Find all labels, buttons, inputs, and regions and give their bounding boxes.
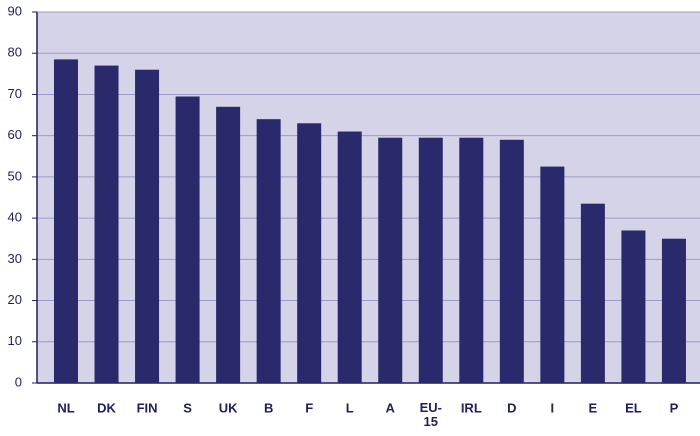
bar [459, 137, 484, 383]
bar [418, 137, 443, 383]
bar [378, 137, 403, 383]
x-tick-label: UK [219, 400, 238, 415]
x-tick-label: D [507, 400, 516, 415]
x-tick-label: F [305, 400, 313, 415]
x-tick-label: EL [625, 400, 642, 415]
bar [661, 238, 686, 383]
y-tick-label: 70 [8, 86, 22, 101]
bar [337, 131, 362, 383]
bar [540, 166, 565, 383]
x-tick-label: S [183, 400, 192, 415]
y-tick-label: 90 [8, 3, 22, 18]
bar [175, 96, 200, 383]
x-tick-label: B [264, 400, 273, 415]
y-tick-label: 80 [8, 45, 22, 60]
y-tick-label: 0 [15, 374, 22, 389]
y-tick-label: 50 [8, 168, 22, 183]
x-tick-label: EU-15 [420, 400, 442, 429]
x-tick-label: P [670, 400, 679, 415]
y-tick-label: 10 [8, 333, 22, 348]
bar [580, 203, 605, 383]
x-tick-label: L [346, 400, 354, 415]
bar [94, 65, 119, 383]
bar [621, 230, 646, 383]
x-tick-label: E [589, 400, 598, 415]
y-tick-label: 30 [8, 251, 22, 266]
x-tick-label: IRL [461, 400, 482, 415]
x-tick-label: DK [97, 400, 116, 415]
y-tick-label: 20 [8, 292, 22, 307]
x-tick-label: FIN [137, 400, 158, 415]
bar [256, 119, 281, 383]
bar [499, 139, 524, 383]
y-tick-label: 40 [8, 210, 22, 225]
bar [216, 106, 241, 384]
x-tick-label: NL [57, 400, 74, 415]
x-tick-label: I [551, 400, 555, 415]
y-tick-label: 60 [8, 127, 22, 142]
bar [54, 59, 78, 384]
bar [297, 123, 322, 384]
x-tick-label: A [386, 400, 396, 415]
bar [135, 69, 160, 383]
